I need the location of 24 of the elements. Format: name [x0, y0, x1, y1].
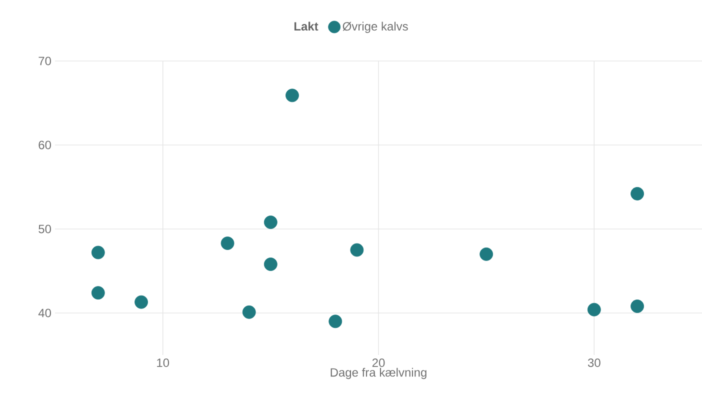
x-axis-title: Dage fra kælvning	[330, 368, 426, 380]
point	[630, 187, 644, 200]
point	[91, 246, 105, 260]
point	[91, 286, 105, 300]
point	[328, 314, 342, 328]
y-tick-label: 60	[38, 140, 52, 150]
x-tick-label: 10	[157, 358, 170, 368]
x-tick-label: 20	[372, 358, 385, 368]
point	[480, 247, 494, 261]
point	[134, 295, 148, 309]
point	[220, 236, 234, 250]
point	[264, 216, 278, 229]
point	[350, 243, 364, 257]
y-tick-label: 70	[38, 56, 52, 66]
point	[264, 258, 278, 271]
legend-label: Øvrige kalvs	[342, 22, 408, 33]
point	[242, 305, 256, 319]
y-tick-label: 50	[38, 224, 52, 234]
y-tick-label: 40	[38, 308, 52, 318]
point	[630, 300, 644, 313]
legend-title: Lakt	[294, 22, 318, 31]
point	[587, 302, 601, 316]
point	[286, 88, 299, 102]
x-tick-label: 30	[588, 358, 600, 368]
